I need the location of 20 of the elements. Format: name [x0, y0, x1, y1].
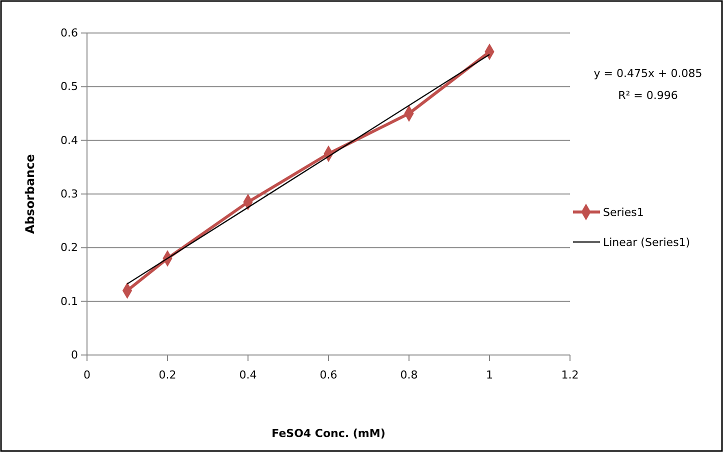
x-tick-label: 0.8 [400, 368, 418, 382]
y-tick-label: 0.4 [60, 134, 78, 147]
x-tick-label: 0.4 [239, 368, 257, 382]
legend-label: Series1 [603, 206, 644, 219]
y-axis-title: Absorbance [23, 154, 37, 234]
x-tick-label: 1 [486, 368, 493, 382]
legend-label: Linear (Series1) [603, 236, 690, 249]
y-tick-label: 0.1 [60, 294, 78, 308]
x-tick-label: 1.2 [561, 368, 579, 382]
text: y = 0.475x + 0.085 [594, 67, 702, 80]
x-tick-label: 0.6 [320, 368, 338, 382]
y-tick-label: 0.2 [60, 241, 78, 254]
y-tick-label: 0.6 [60, 26, 78, 40]
y-tick-label: 0.3 [60, 188, 78, 201]
y-tick-label: 0 [71, 348, 78, 362]
x-tick-label: 0 [84, 368, 90, 382]
y-tick-label: 0.5 [60, 80, 78, 94]
x-axis-title: FeSO4 Conc. (mM) [272, 427, 386, 440]
x-tick-label: 0.2 [158, 368, 176, 382]
text: R² = 0.996 [618, 89, 678, 102]
